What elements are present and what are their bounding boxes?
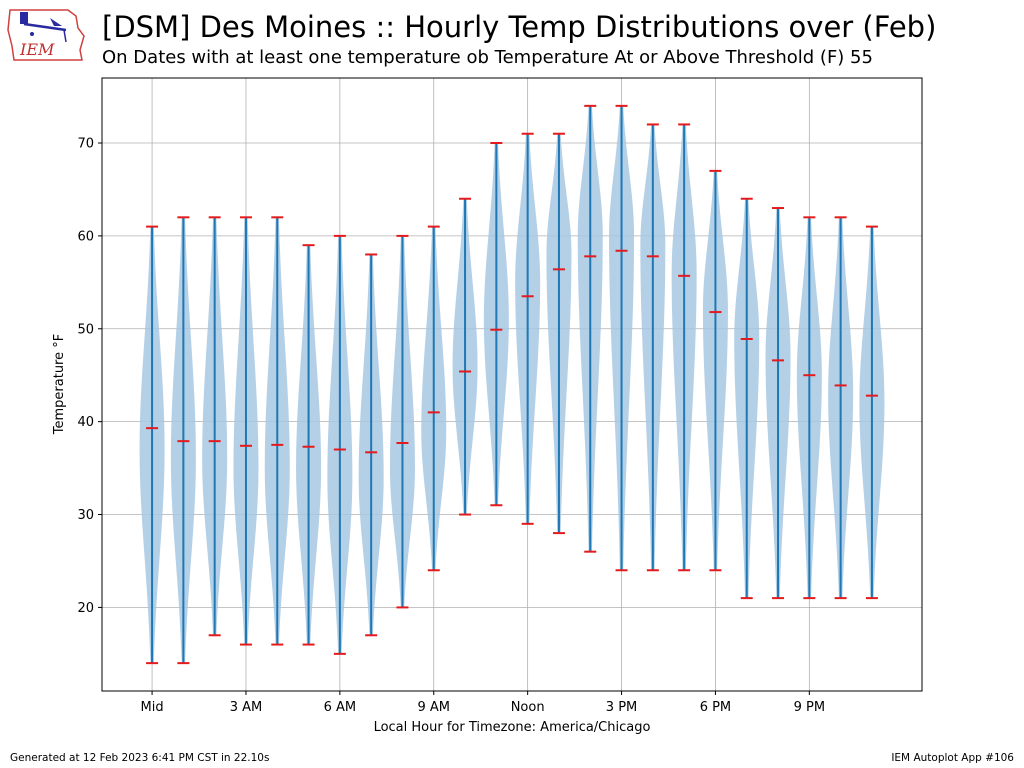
x-tick-label: 3 AM <box>230 700 263 715</box>
footer-app: IEM Autoplot App #106 <box>891 752 1014 764</box>
x-tick-label: 9 PM <box>794 700 825 715</box>
x-tick-label: 6 PM <box>700 700 731 715</box>
y-tick-label: 70 <box>77 137 94 152</box>
x-tick-label: Mid <box>141 700 164 715</box>
y-tick-label: 30 <box>77 508 94 523</box>
chart-subtitle: On Dates with at least one temperature o… <box>102 47 873 68</box>
y-tick-label: 60 <box>77 229 94 244</box>
y-tick-label: 50 <box>77 322 94 337</box>
x-axis-label: Local Hour for Timezone: America/Chicago <box>374 720 651 735</box>
y-axis-label: Temperature °F <box>52 334 67 435</box>
x-tick-label: 9 AM <box>417 700 450 715</box>
y-tick-label: 20 <box>77 601 94 616</box>
chart-title: [DSM] Des Moines :: Hourly Temp Distribu… <box>102 10 937 44</box>
plot-frame <box>101 77 923 692</box>
x-tick-label: 6 AM <box>324 700 357 715</box>
violins <box>139 104 885 665</box>
y-tick-label: 40 <box>77 415 94 430</box>
iem-logo: IEM <box>7 9 85 61</box>
x-tick-label: Noon <box>511 700 545 715</box>
x-tick-label: 3 PM <box>606 700 637 715</box>
x-axis-ticks: Mid 3 AM 6 AM 9 AM Noon 3 PM 6 PM 9 PM <box>141 691 825 715</box>
y-axis-ticks: 20 30 40 50 60 70 <box>77 137 102 616</box>
logo-text: IEM <box>19 40 55 59</box>
footer-generated: Generated at 12 Feb 2023 6:41 PM CST in … <box>10 752 270 764</box>
